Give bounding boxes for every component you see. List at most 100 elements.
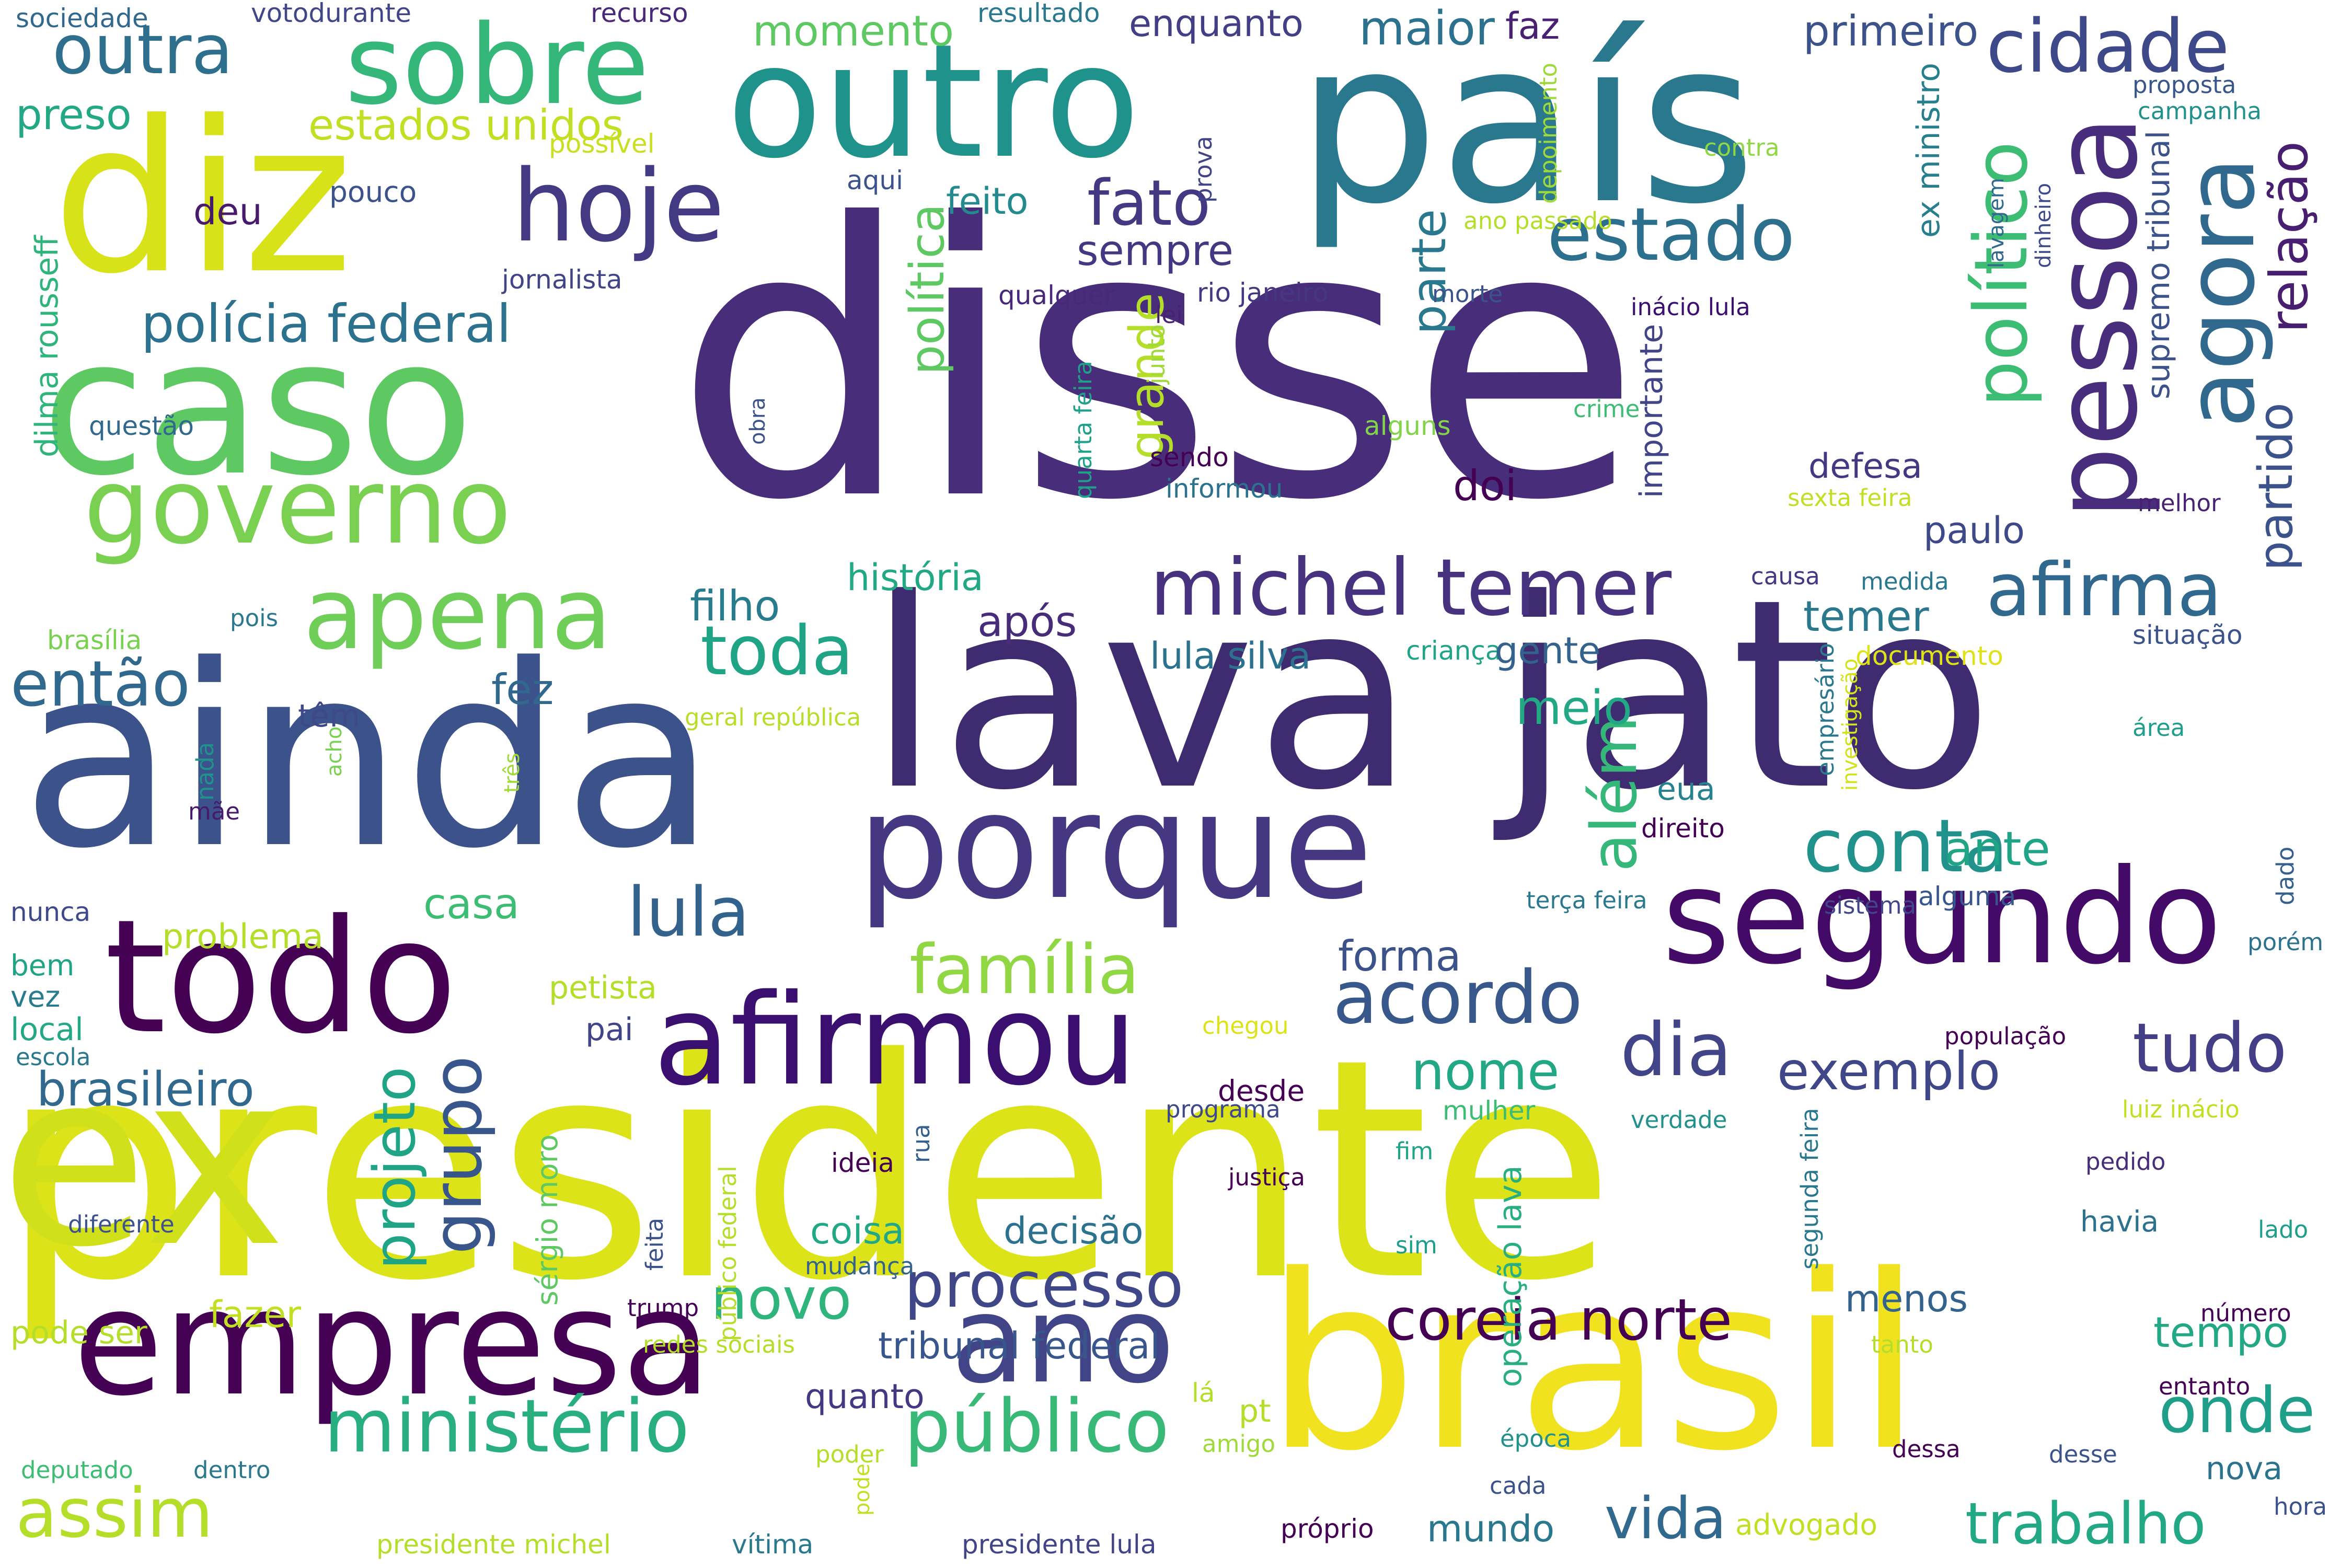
word-preso: preso xyxy=(16,90,132,139)
word-ex: ex xyxy=(0,1020,286,1300)
word-votodurante: votodurante xyxy=(251,0,412,28)
word-luiz-inacio: luiz inácio xyxy=(2122,1096,2240,1123)
word-proprio: próprio xyxy=(1281,1514,1374,1544)
word-lei: lei xyxy=(1155,301,1183,329)
word-vitima: vítima xyxy=(732,1529,814,1560)
word-bem: bem xyxy=(10,949,75,982)
word-justica: justiça xyxy=(1228,1163,1305,1191)
word-nunca: nunca xyxy=(10,897,91,927)
word-causa: causa xyxy=(1751,562,1820,590)
word-presidente: presidente xyxy=(0,994,1616,1347)
word-disse: disse xyxy=(674,144,1642,582)
word-fato: fato xyxy=(1087,167,1211,240)
word-tres: três xyxy=(500,753,524,793)
word-dia: dia xyxy=(1620,1008,1732,1093)
word-local: local xyxy=(10,1011,84,1048)
word-estados-unidos: estados unidos xyxy=(308,101,624,149)
word-pouco: pouco xyxy=(329,175,417,209)
word-maior: maior xyxy=(1359,1,1495,56)
word-mulher: mulher xyxy=(1443,1096,1536,1126)
word-pode-ser: pode ser xyxy=(10,1315,147,1351)
word-trump: trump xyxy=(627,1294,699,1322)
word-caso: caso xyxy=(42,298,474,517)
word-recurso: recurso xyxy=(591,0,688,28)
word-sobre: sobre xyxy=(345,1,650,129)
word-informou: informou xyxy=(1166,474,1283,504)
word-hora: hora xyxy=(2274,1493,2327,1520)
word-medida: medida xyxy=(1861,568,1949,595)
word-casa: casa xyxy=(423,880,520,928)
word-temer: temer xyxy=(1803,592,1929,641)
word-sistema: sistema xyxy=(1824,892,1917,919)
word-tudo: tudo xyxy=(2132,1008,2287,1088)
word-paulo: paulo xyxy=(1923,509,2025,552)
word-trabalho: trabalho xyxy=(1965,1490,2206,1557)
word-direito: direito xyxy=(1641,813,1725,844)
word-relacao: relação xyxy=(2258,141,2320,333)
word-programa: programa xyxy=(1166,1096,1281,1123)
word-meio: meio xyxy=(1516,681,1633,735)
word-parte: parte xyxy=(1402,209,1457,335)
word-politica: política xyxy=(900,203,955,375)
word-menos: menos xyxy=(1845,1277,1968,1320)
word-brasilia: brasília xyxy=(47,625,142,655)
word-cidade: cidade xyxy=(1986,4,2230,89)
word-empresario: empresário xyxy=(1812,643,1839,776)
word-rio-janeiro: rio janeiro xyxy=(1197,278,1329,308)
word-problema: problema xyxy=(162,917,324,956)
word-outra: outra xyxy=(52,10,234,89)
word-supremo-tribunal: supremo tribunal xyxy=(2140,130,2177,399)
word-gente: gente xyxy=(1495,629,1601,672)
word-dado: dado xyxy=(2272,846,2299,905)
word-segunda-feira: segunda feira xyxy=(1796,1108,1824,1270)
word-rua: rua xyxy=(907,1124,935,1163)
word-empresa: empresa xyxy=(73,1258,712,1428)
word-hoje: hoje xyxy=(512,148,725,264)
word-dentro: dentro xyxy=(193,1456,271,1484)
word-partido: partido xyxy=(2249,402,2303,571)
word-exemplo: exemplo xyxy=(1777,1041,2001,1102)
word-havia: havia xyxy=(2080,1205,2159,1238)
word-sendo: sendo xyxy=(1150,442,1229,472)
word-fez: fez xyxy=(491,665,554,714)
word-decisao: decisão xyxy=(1004,1209,1144,1252)
word-deputado: deputado xyxy=(21,1456,133,1484)
word-brasil: brasil xyxy=(1265,1224,1923,1504)
word-primeiro: primeiro xyxy=(1803,7,1979,55)
word-acordo: acordo xyxy=(1333,955,1583,1041)
word-ex-ministro: ex ministro xyxy=(1910,62,1947,238)
word-populacao: população xyxy=(1944,1022,2067,1050)
word-presidente-michel: presidente michel xyxy=(376,1529,611,1560)
word-outro: outro xyxy=(727,10,1140,193)
word-advogado: advogado xyxy=(1735,1508,1877,1541)
word-publico: público xyxy=(904,1384,1169,1469)
word-agora: agora xyxy=(2166,157,2276,428)
word-doi: doi xyxy=(1453,462,1517,510)
word-sexta-feira: sexta feira xyxy=(1788,484,1912,512)
word-qualquer: qualquer xyxy=(998,280,1115,310)
word-alguma: alguma xyxy=(1918,881,2016,912)
word-tempo: tempo xyxy=(2153,1308,2289,1357)
word-proposta: proposta xyxy=(2132,71,2236,99)
word-alguns: alguns xyxy=(1364,411,1451,441)
word-projeto: projeto xyxy=(361,1066,428,1270)
word-numero: número xyxy=(2200,1299,2291,1327)
word-governo: governo xyxy=(84,446,512,568)
word-feito: feito xyxy=(946,180,1029,223)
word-enquanto: enquanto xyxy=(1129,2,1304,45)
word-michel-temer: michel temer xyxy=(1150,543,1672,633)
word-importante: importante xyxy=(1633,324,1670,498)
word-melhor: melhor xyxy=(2138,489,2221,517)
word-porem: porém xyxy=(2247,928,2324,956)
word-apena: apena xyxy=(303,556,612,672)
word-poder: poder xyxy=(815,1440,884,1468)
word-ministerio: ministério xyxy=(324,1384,689,1469)
word-situacao: situação xyxy=(2132,620,2243,650)
word-crime: crime xyxy=(1573,395,1640,423)
word-grupo: grupo xyxy=(418,1055,497,1254)
word-contra: contra xyxy=(1704,134,1780,162)
word-crianca: criança xyxy=(1406,636,1502,666)
word-faz: faz xyxy=(1505,5,1560,48)
word-epoca: época xyxy=(1500,1425,1572,1452)
